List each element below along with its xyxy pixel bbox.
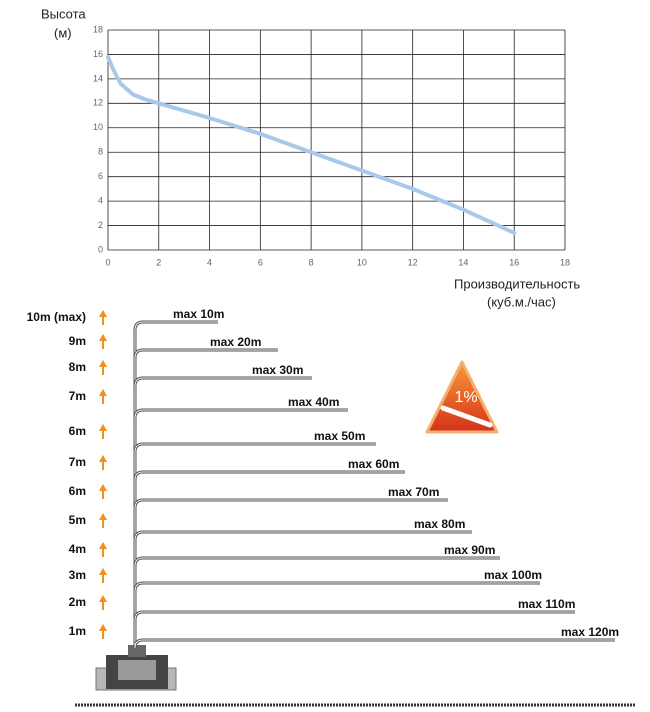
x-tick-label: 4 <box>207 257 212 267</box>
pipe-inner <box>134 582 540 643</box>
arrow <box>99 389 107 404</box>
pipe-inner <box>134 321 218 643</box>
arrow <box>99 455 107 470</box>
pipe-inner <box>134 349 278 643</box>
x-tick-label: 6 <box>258 257 263 267</box>
arrow <box>99 624 107 639</box>
pipe-inner <box>134 639 615 649</box>
warning-label: 1% <box>454 389 477 406</box>
y-tick-label: 4 <box>98 195 103 205</box>
y-tick-label: 18 <box>93 24 103 34</box>
reach-label: max 120m <box>561 625 619 639</box>
x-tick-label: 16 <box>509 257 519 267</box>
x-tick-label: 8 <box>309 257 314 267</box>
pipe <box>133 638 615 649</box>
reach-label: max 50m <box>314 429 365 443</box>
height-label: 7m <box>69 455 86 469</box>
arrow <box>99 513 107 528</box>
pipe <box>133 610 575 643</box>
y-tick-label: 6 <box>98 171 103 181</box>
y-tick-label: 2 <box>98 220 103 230</box>
pump <box>95 645 177 691</box>
pipe-inner <box>134 611 575 643</box>
pipe-inner <box>134 409 348 643</box>
pipe <box>133 530 472 643</box>
pipe-inner <box>134 557 500 643</box>
height-label: 5m <box>69 513 86 527</box>
arrow <box>99 334 107 349</box>
data-line <box>106 54 517 235</box>
y-tick-label: 12 <box>93 98 103 108</box>
reach-label: max 40m <box>288 395 339 409</box>
y-tick-label: 10 <box>93 122 103 132</box>
arrow <box>99 542 107 557</box>
x-tick-label: 12 <box>408 257 418 267</box>
x-tick-label: 14 <box>458 257 468 267</box>
pipe-inner <box>134 443 376 643</box>
y-tick-label: 16 <box>93 49 103 59</box>
height-label: 6m <box>69 424 86 438</box>
x-tick-label: 2 <box>156 257 161 267</box>
y-tick-label: 0 <box>98 244 103 254</box>
y-tick-label: 14 <box>93 73 103 83</box>
y-label: (м) <box>54 25 72 40</box>
height-label: 6m <box>69 484 86 498</box>
x-tick-label: 0 <box>105 257 110 267</box>
pipe <box>133 556 500 643</box>
warning-icon: 1% <box>425 360 499 434</box>
height-label: 9m <box>69 334 86 348</box>
x-label: (куб.м./час) <box>487 294 556 309</box>
pipe <box>133 498 448 643</box>
reach-label: max 110m <box>518 597 575 611</box>
pipe-inner <box>134 471 405 643</box>
reach-label: max 10m <box>173 307 224 321</box>
arrow <box>99 424 107 439</box>
reach-label: max 20m <box>210 335 261 349</box>
height-label: 4m <box>69 542 86 556</box>
height-label: 1m <box>69 624 86 638</box>
arrow <box>99 595 107 610</box>
arrow <box>99 360 107 375</box>
reach-label: max 90m <box>444 543 495 557</box>
y-tick-label: 8 <box>98 147 103 157</box>
reach-label: max 70m <box>388 485 439 499</box>
x-label: Производительность <box>454 276 580 291</box>
pipe-inner <box>134 499 448 643</box>
y-label: Высота <box>41 6 86 21</box>
height-label: 8m <box>69 360 86 374</box>
height-label: 7m <box>69 389 86 403</box>
reach-label: max 80m <box>414 517 465 531</box>
x-tick-label: 10 <box>357 257 367 267</box>
reach-label: max 30m <box>252 363 303 377</box>
height-label: 3m <box>69 568 86 582</box>
pipe-inner <box>134 377 312 643</box>
pipe <box>133 376 312 643</box>
arrow <box>99 484 107 499</box>
height-label: 2m <box>69 595 86 609</box>
pipe-inner <box>134 531 472 643</box>
x-tick-label: 18 <box>560 257 570 267</box>
height-label: 10m (max) <box>27 310 86 324</box>
pipe <box>133 348 278 643</box>
reach-label: max 60m <box>348 457 399 471</box>
arrow <box>99 568 107 583</box>
reach-label: max 100m <box>484 568 542 582</box>
arrow <box>99 310 107 325</box>
pipe <box>133 320 218 643</box>
